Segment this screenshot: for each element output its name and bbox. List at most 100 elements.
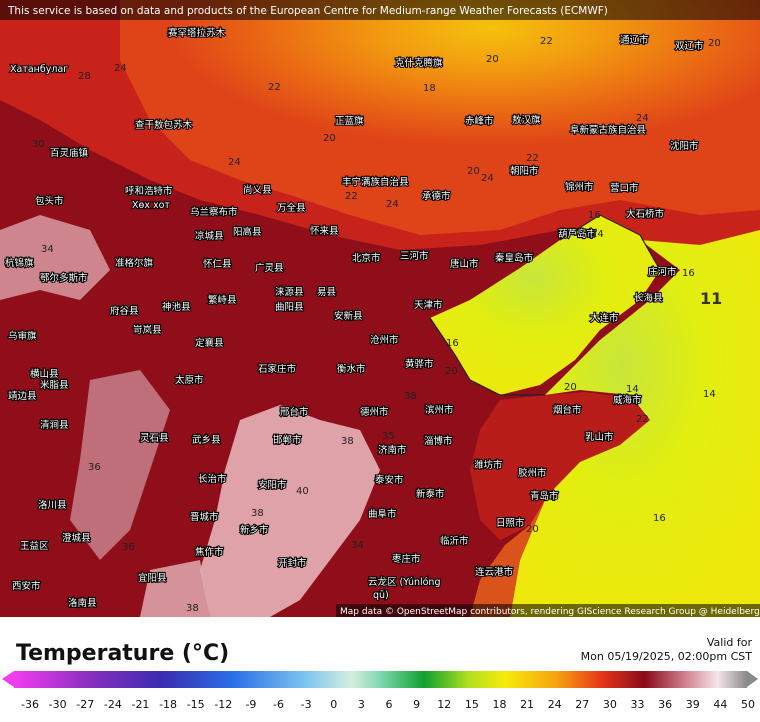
place-label: 开封市 bbox=[278, 557, 307, 569]
place-label: 长治市 bbox=[198, 473, 227, 485]
colorbar-tick-label: 18 bbox=[492, 698, 506, 711]
colorbar-tick-label: -12 bbox=[214, 698, 232, 711]
place-label: qū) bbox=[373, 590, 389, 601]
place-label: 葫芦岛市 bbox=[558, 228, 597, 240]
contour-label: 22 bbox=[636, 414, 649, 425]
colorbar bbox=[14, 671, 747, 688]
contour-label: 20 bbox=[323, 133, 336, 144]
colorbar-tick-label: -15 bbox=[187, 698, 205, 711]
colorbar-tick-label: 44 bbox=[713, 698, 727, 711]
colorbar-tick-label: 21 bbox=[520, 698, 534, 711]
map: This service is based on data and produc… bbox=[0, 0, 760, 617]
attribution-bar bbox=[336, 604, 760, 617]
place-label: 衡水市 bbox=[337, 363, 366, 375]
place-label: 威海市 bbox=[613, 394, 642, 406]
contour-label: 20 bbox=[486, 54, 499, 65]
place-label: 连云港市 bbox=[475, 566, 514, 578]
place-label: 乳山市 bbox=[585, 431, 614, 443]
contour-label: 18 bbox=[423, 83, 436, 94]
colorbar-tick-label: 50 bbox=[741, 698, 755, 711]
place-label: 准格尔旗 bbox=[115, 257, 154, 269]
place-label: 西安市 bbox=[12, 580, 41, 592]
coast-warm bbox=[470, 500, 545, 617]
place-label: 神池县 bbox=[162, 301, 191, 313]
place-label: 万全县 bbox=[277, 202, 306, 214]
place-label: 曲阳县 bbox=[275, 302, 304, 313]
place-label: 洛南县 bbox=[68, 597, 97, 609]
colorbar-tick-label: 24 bbox=[548, 698, 562, 711]
contour-label: 16 bbox=[682, 268, 695, 279]
contour-label: 20 bbox=[526, 524, 539, 535]
colorbar-tick-label: 9 bbox=[413, 698, 420, 711]
colorbar-tick-label: -24 bbox=[104, 698, 122, 711]
bohai-sea bbox=[430, 215, 660, 395]
place-label: 横山县 bbox=[30, 368, 59, 380]
place-label: 涞源县 bbox=[275, 287, 304, 298]
contour-label: 24 bbox=[228, 157, 241, 168]
valid-time: Mon 05/19/2025, 02:00pm CST bbox=[581, 650, 753, 663]
colorbar-tick-label: -6 bbox=[273, 698, 284, 711]
place-label: 胶州市 bbox=[518, 467, 547, 479]
place-label: 曲阜市 bbox=[368, 508, 397, 520]
contour-label: 38 bbox=[341, 436, 354, 447]
contour-label: 22 bbox=[345, 191, 358, 202]
colorbar-tick-label: -9 bbox=[245, 698, 256, 711]
place-label: 岢岚县 bbox=[133, 325, 162, 336]
colorbar-tick-label: 12 bbox=[437, 698, 451, 711]
contour-label: 14 bbox=[626, 384, 639, 395]
colorbar-tick-label: 36 bbox=[658, 698, 672, 711]
contour-label: 16 bbox=[653, 513, 666, 524]
contour-label: 38 bbox=[404, 391, 417, 402]
place-label: 赛罕塔拉苏木 bbox=[168, 27, 226, 39]
place-label: 邯郸市 bbox=[273, 434, 302, 446]
place-label: 易县 bbox=[317, 287, 336, 298]
place-label: 三河市 bbox=[400, 250, 429, 262]
place-label: 德州市 bbox=[360, 406, 389, 418]
place-label: 阳高县 bbox=[233, 226, 262, 238]
contour-label: 22 bbox=[268, 82, 281, 93]
colorbar-tick-label: 15 bbox=[465, 698, 479, 711]
place-label: 淄博市 bbox=[424, 435, 453, 447]
colorbar-tick-label: 30 bbox=[603, 698, 617, 711]
place-label: 通辽市 bbox=[620, 34, 649, 46]
place-label: 杭锦旗 bbox=[5, 257, 34, 269]
place-label: 武乡县 bbox=[192, 434, 221, 446]
place-label: 潍坊市 bbox=[474, 459, 503, 471]
place-label: 宜阳县 bbox=[138, 572, 167, 584]
place-label: 泰安市 bbox=[375, 474, 404, 486]
contour-label: 34 bbox=[351, 540, 364, 551]
colorbar-tick-label: 6 bbox=[386, 698, 393, 711]
place-label: 沈阳市 bbox=[670, 140, 699, 152]
place-label: 唐山市 bbox=[450, 258, 479, 270]
colorbar-arrow bbox=[747, 671, 758, 687]
place-label: 大连市 bbox=[590, 312, 619, 324]
place-label: 查干敖包苏木 bbox=[135, 119, 193, 131]
contour-label: 34 bbox=[41, 244, 54, 255]
contour-label: 30 bbox=[32, 139, 45, 150]
contour-label: 24 bbox=[636, 113, 649, 124]
place-label: 清涧县 bbox=[40, 419, 69, 431]
valid-label: Valid for bbox=[707, 636, 753, 649]
contour-label: 22 bbox=[540, 36, 553, 47]
contour-label: 20 bbox=[564, 382, 577, 393]
legend: Temperature (°C) Valid for Mon 05/19/202… bbox=[2, 636, 758, 711]
place-label: 天津市 bbox=[414, 299, 443, 311]
zone-warm bbox=[120, 0, 760, 235]
place-label: 太原市 bbox=[175, 374, 204, 386]
place-label: 沧州市 bbox=[370, 334, 399, 346]
colorbar-tick-label: 3 bbox=[358, 698, 365, 711]
place-label: 王益区 bbox=[20, 540, 49, 552]
place-label: 敖汉旗 bbox=[512, 114, 541, 126]
contour-label: 24 bbox=[114, 63, 127, 74]
contour-label: 16 bbox=[588, 210, 601, 221]
place-label: 府谷县 bbox=[110, 305, 139, 317]
place-label: 克什克腾旗 bbox=[395, 57, 443, 69]
contour-label: 16 bbox=[446, 338, 459, 349]
contour-label: 20 bbox=[445, 366, 458, 377]
contour-label: 28 bbox=[78, 71, 91, 82]
place-label: 日照市 bbox=[496, 517, 525, 529]
place-label: 乌兰察布市 bbox=[190, 206, 238, 218]
contour-label: 11 bbox=[700, 289, 722, 308]
place-label: 临沂市 bbox=[440, 535, 469, 547]
place-label: 正蓝旗 bbox=[335, 115, 364, 127]
